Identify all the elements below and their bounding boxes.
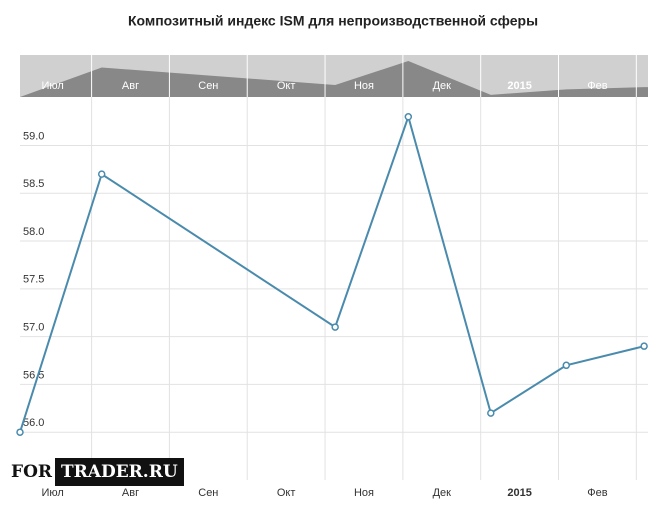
- watermark: FOR TRADER.RU: [8, 458, 184, 486]
- y-tick-label: 57.0: [23, 322, 44, 334]
- y-tick-label: 58.5: [23, 178, 44, 190]
- point: [404, 113, 413, 121]
- point: [640, 342, 648, 350]
- point: [16, 428, 24, 436]
- y-tick-label: 58.0: [23, 226, 44, 238]
- watermark-left: FOR: [8, 462, 56, 482]
- navigator-label: Окт: [277, 80, 296, 92]
- point: [487, 409, 495, 417]
- navigator-label: Авг: [122, 80, 139, 92]
- x-tick-label: Июл: [42, 487, 64, 499]
- navigator-label: Сен: [198, 80, 218, 92]
- point: [331, 323, 339, 331]
- y-tick-label: 56.0: [23, 417, 44, 429]
- x-tick-label: Окт: [277, 487, 296, 499]
- navigator-label: Июл: [42, 80, 64, 92]
- y-tick-label: 59.0: [23, 130, 44, 142]
- navigator-label: 2015: [507, 80, 531, 92]
- watermark-right: TRADER.RU: [55, 458, 184, 486]
- x-tick-label: Дек: [433, 487, 452, 499]
- x-tick-label: Авг: [122, 487, 139, 499]
- navigator-label: Фев: [587, 80, 607, 92]
- navigator-label: Дек: [433, 80, 452, 92]
- x-tick-label: Сен: [198, 487, 218, 499]
- point: [562, 361, 571, 370]
- navigator-label: Ноя: [354, 80, 374, 92]
- navigator-area: [20, 61, 648, 97]
- chart-title: Композитный индекс ISM для непроизводств…: [128, 13, 538, 29]
- x-tick-label: 2015: [507, 487, 531, 499]
- y-tick-label: 56.5: [23, 369, 44, 381]
- y-tick-label: 57.5: [23, 274, 44, 286]
- x-tick-label: Ноя: [354, 487, 374, 499]
- point: [97, 170, 106, 178]
- x-tick-label: Фев: [587, 487, 607, 499]
